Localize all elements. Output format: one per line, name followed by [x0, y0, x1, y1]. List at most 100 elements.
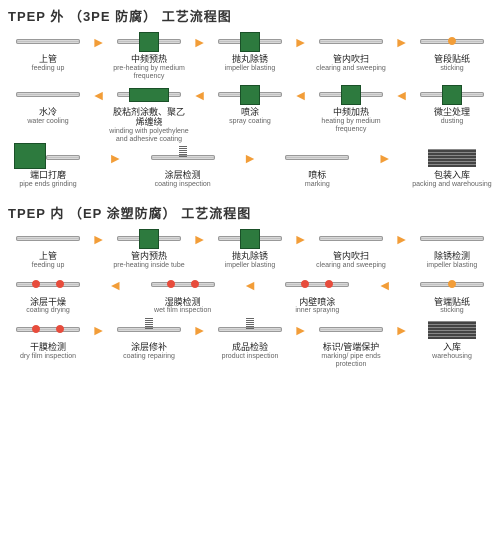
- process-step: 喷标marking: [277, 147, 357, 189]
- step-icon-greenbox: [218, 31, 282, 53]
- process-step: 抛丸除锈impeller blasting: [210, 228, 290, 270]
- process-step: 中频预热pre-heating by medium frequency: [109, 31, 189, 80]
- flow-arrow: ►: [194, 228, 206, 250]
- step-label: 管端贴纸sticking: [434, 298, 470, 316]
- step-label: 中频预热pre-heating by medium frequency: [109, 55, 189, 80]
- step-label: 管内预热pre-heating inside tube: [113, 252, 184, 270]
- process-step: 胶粘剂涂敷、聚乙烯缠绕winding with polyethylene and…: [109, 84, 189, 143]
- process-step: 涂层修补coating repairing: [109, 319, 189, 361]
- diagram-title: TPEP 外 （3PE 防腐） 工艺流程图: [8, 6, 492, 25]
- process-step: 喷涂spray coating: [210, 84, 290, 126]
- step-icon-greenbox: [218, 228, 282, 250]
- process-row: 上管feeding up ► 管内预热pre-heating inside tube…: [8, 228, 492, 270]
- step-label: 管段贴纸sticking: [434, 55, 470, 73]
- step-label: 除锈检测impeller blasting: [427, 252, 478, 270]
- step-icon-stack: [420, 147, 484, 169]
- step-label: 涂层修补coating repairing: [123, 343, 175, 361]
- process-step: 涂层检测coating inspection: [143, 147, 223, 189]
- step-icon-stack: [420, 319, 484, 341]
- flow-arrow: ►: [93, 31, 105, 53]
- flow-arrow: ◄: [396, 84, 408, 106]
- step-icon-spring: [151, 147, 215, 169]
- diagram-0: TPEP 外 （3PE 防腐） 工艺流程图上管feeding up►中频预热pr…: [0, 0, 500, 197]
- step-label: 成品检验product inspection: [222, 343, 279, 361]
- step-icon-spring: [218, 319, 282, 341]
- flow-arrow: ►: [396, 31, 408, 53]
- step-label: 喷标marking: [305, 171, 330, 189]
- process-step: 微尘处理dusting: [412, 84, 492, 126]
- step-icon-greenwide: [117, 84, 181, 106]
- step-icon-reddot: [16, 274, 80, 296]
- flow-arrow: ►: [379, 147, 391, 169]
- flow-arrow: ►: [396, 319, 408, 341]
- flow-arrow: ►: [194, 31, 206, 53]
- process-step: 标识/管端保护marking/ pipe ends protection: [311, 319, 391, 368]
- flow-arrow: ►: [93, 228, 105, 250]
- process-step: 抛丸除锈impeller blasting: [210, 31, 290, 73]
- step-icon-orangedot: [420, 274, 484, 296]
- process-row: 上管feeding up►中频预热pre-heating by medium f…: [8, 31, 492, 80]
- process-step: 水冷water cooling: [8, 84, 88, 126]
- process-step: 包装入库packing and warehousing: [412, 147, 492, 189]
- process-step: 上管feeding up: [8, 31, 88, 73]
- step-label: 中频加热heating by medium frequency: [311, 108, 391, 133]
- step-label: 抛丸除锈impeller blasting: [225, 252, 276, 270]
- step-label: 包装入库packing and warehousing: [412, 171, 491, 189]
- step-icon-orangedot: [420, 31, 484, 53]
- flow-arrow: ►: [109, 147, 121, 169]
- step-icon-pipe: [16, 31, 80, 53]
- step-label: 端口打磨pipe ends grinding: [19, 171, 76, 189]
- flow-arrow: ►: [295, 319, 307, 341]
- step-label: 抛丸除锈impeller blasting: [225, 55, 276, 73]
- step-icon-reddot: [16, 319, 80, 341]
- step-label: 上管feeding up: [32, 55, 65, 73]
- step-icon-pipe: [319, 319, 383, 341]
- step-label: 喷涂spray coating: [229, 108, 271, 126]
- step-icon-greenbox: [117, 228, 181, 250]
- flow-arrow: ◄: [109, 274, 121, 296]
- process-step: 管内吹扫clearing and sweeping: [311, 31, 391, 73]
- step-label: 湿膜检测wet film inspection: [154, 298, 211, 316]
- step-icon-pipe: [16, 228, 80, 250]
- flow-arrow: ◄: [93, 84, 105, 106]
- flow-arrow: ◄: [244, 274, 256, 296]
- step-label: 管内吹扫clearing and sweeping: [316, 55, 386, 73]
- diagram-title: TPEP 内 （EP 涂塑防腐） 工艺流程图: [8, 203, 492, 222]
- process-row: 端口打磨pipe ends grinding ► 涂层检测coating inspe…: [8, 147, 492, 189]
- flow-arrow: ►: [396, 228, 408, 250]
- process-step: 中频加热heating by medium frequency: [311, 84, 391, 133]
- step-label: 标识/管端保护marking/ pipe ends protection: [311, 343, 391, 368]
- process-step: 管内吹扫clearing and sweeping: [311, 228, 391, 270]
- process-row: 涂层干燥coating drying ◄ 湿膜检测wet film inspecti…: [8, 274, 492, 316]
- step-icon-pipe: [319, 228, 383, 250]
- process-step: 成品检验product inspection: [210, 319, 290, 361]
- step-icon-spring: [117, 319, 181, 341]
- flow-arrow: ►: [194, 319, 206, 341]
- step-icon-pipe: [16, 84, 80, 106]
- step-label: 上管feeding up: [32, 252, 65, 270]
- step-icon-reddot: [285, 274, 349, 296]
- flow-arrow: ◄: [379, 274, 391, 296]
- flow-arrow: ►: [244, 147, 256, 169]
- step-icon-pipe: [319, 31, 383, 53]
- flow-arrow: ►: [295, 228, 307, 250]
- step-label: 微尘处理dusting: [434, 108, 470, 126]
- step-icon-reddot: [151, 274, 215, 296]
- process-row: 水冷water cooling◄胶粘剂涂敷、聚乙烯缠绕winding with …: [8, 84, 492, 143]
- step-label: 涂层干燥coating drying: [26, 298, 70, 316]
- process-step: 湿膜检测wet film inspection: [143, 274, 223, 316]
- diagram-1: TPEP 内 （EP 涂塑防腐） 工艺流程图上管feeding up ► 管内预热p…: [0, 197, 500, 376]
- step-label: 内壁喷涂inner spraying: [295, 298, 339, 316]
- step-label: 水冷water cooling: [27, 108, 68, 126]
- process-step: 端口打磨pipe ends grinding: [8, 147, 88, 189]
- process-step: 干膜检测dry film inspection: [8, 319, 88, 361]
- step-icon-greenbox: [218, 84, 282, 106]
- flow-arrow: ►: [295, 31, 307, 53]
- process-step: 内壁喷涂inner spraying: [277, 274, 357, 316]
- step-icon-greenbox: [420, 84, 484, 106]
- step-label: 入库warehousing: [432, 343, 472, 361]
- flow-arrow: ◄: [295, 84, 307, 106]
- step-icon-greenbox: [117, 31, 181, 53]
- step-label: 管内吹扫clearing and sweeping: [316, 252, 386, 270]
- process-step: 入库warehousing: [412, 319, 492, 361]
